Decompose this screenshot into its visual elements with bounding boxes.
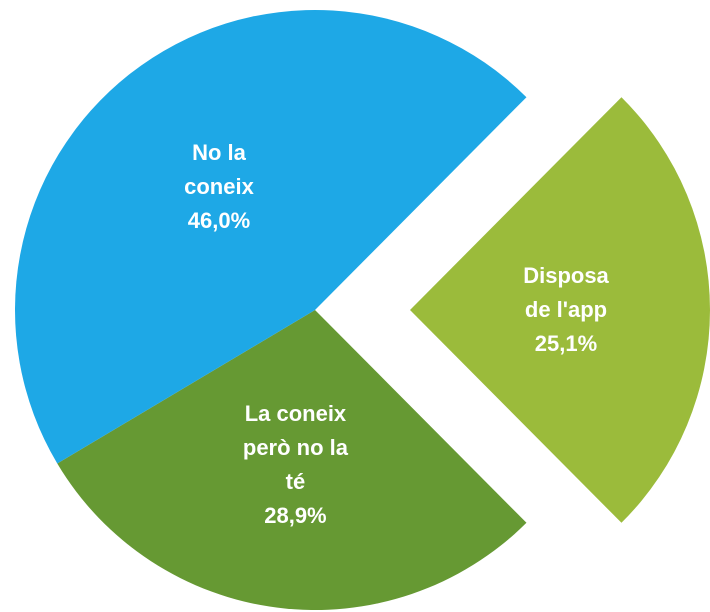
slice-label: Disposa de l'app 25,1% [511,259,621,361]
category-label: No la coneix [184,140,254,200]
category-label: La coneix però no la té [242,400,348,494]
value-label: 28,9% [264,502,327,528]
value-label: 25,1% [534,331,598,356]
slice-label: La coneix però no la té 28,9% [233,397,358,533]
pie-slice [410,97,710,523]
pie-slice [15,10,527,464]
pie-slice [57,310,527,611]
category-label: Disposa de l'app [523,263,609,322]
slice-label: No la coneix 46,0% [164,136,274,238]
value-label: 46,0% [187,208,251,234]
